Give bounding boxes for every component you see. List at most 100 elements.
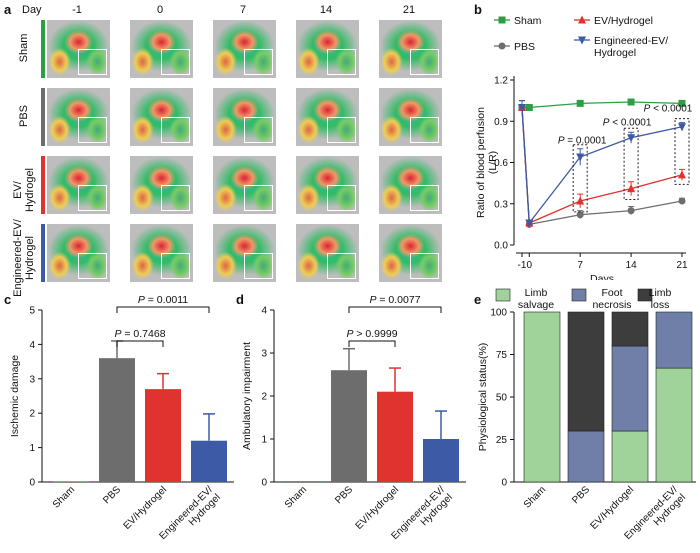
y-tick-label: 3 <box>261 349 267 360</box>
stacked-bar-segment <box>655 311 693 369</box>
y-axis-label: Ambulatory impairment <box>241 342 253 450</box>
group-color-bar <box>41 88 45 146</box>
x-category-label: Sham <box>51 484 77 510</box>
roi-box <box>161 185 190 211</box>
x-category-label: EV/Hydrogel <box>122 484 169 531</box>
roi-box <box>410 117 439 143</box>
laser-doppler-image <box>213 88 276 146</box>
laser-doppler-image <box>296 20 359 78</box>
roi-box <box>78 49 107 75</box>
ischemic-damage-bar-chart: 0 1 2 3 4 5 Ischemic damage Sham PBSEV/HydrogelE… <box>9 294 234 550</box>
roi-box <box>410 49 439 75</box>
y-tick-label: 0.9 <box>494 117 508 128</box>
bar <box>423 439 459 482</box>
stacked-bar-segment <box>611 430 649 483</box>
laser-doppler-image <box>213 156 276 214</box>
roi-box <box>244 117 273 143</box>
x-category-label: Engineered-EV/Hydrogel <box>389 484 455 550</box>
y-tick-label: 3 <box>29 374 35 385</box>
bar <box>377 391 413 482</box>
legend-label: Sham <box>514 15 542 27</box>
bar <box>145 389 181 482</box>
laser-doppler-image <box>379 20 442 78</box>
panel-c-label: c <box>4 292 12 307</box>
laser-doppler-image <box>47 20 110 78</box>
roi-box <box>327 253 356 279</box>
bar <box>191 440 227 482</box>
data-point <box>576 211 584 219</box>
comparison-box <box>572 144 588 213</box>
y-tick-label: 1 <box>261 435 267 446</box>
bar <box>331 370 367 482</box>
laser-doppler-image <box>379 156 442 214</box>
x-tick-label: -1 <box>518 260 527 271</box>
laser-doppler-image <box>296 156 359 214</box>
x-category-label: PBS <box>570 484 592 506</box>
roi-box <box>410 253 439 279</box>
x-category-label: Sham <box>522 484 548 510</box>
legend-label: PBS <box>514 41 535 53</box>
legend-swatch <box>637 288 653 302</box>
laser-doppler-image <box>47 224 110 282</box>
legend-swatch <box>571 288 587 302</box>
p-value-annotation: P < 0.0001 <box>644 104 693 115</box>
ambulatory-impairment-bar-chart: 0 1 2 3 4 Ambulatory impairment Sham PBSEV/Hydr… <box>241 294 466 550</box>
data-point <box>678 99 686 107</box>
roi-box <box>161 117 190 143</box>
bar <box>99 358 135 482</box>
significance-bracket <box>348 306 442 313</box>
x-category-label: Sham <box>283 484 309 510</box>
y-tick-label: 4 <box>261 306 267 317</box>
y-tick-label: 5 <box>29 306 35 317</box>
data-point <box>627 134 636 143</box>
roi-box <box>410 185 439 211</box>
stacked-bar-segment <box>611 311 649 347</box>
laser-doppler-image <box>296 224 359 282</box>
data-point <box>627 98 635 106</box>
y-tick-label: 0 <box>261 478 267 489</box>
y-tick-label: 0.6 <box>494 158 508 169</box>
laser-doppler-image <box>130 20 193 78</box>
data-point <box>678 197 686 205</box>
roi-box <box>244 49 273 75</box>
laser-doppler-image <box>379 88 442 146</box>
data-point <box>576 153 585 162</box>
data-point <box>678 170 686 179</box>
laser-doppler-image <box>296 88 359 146</box>
data-point <box>498 42 506 50</box>
roi-box <box>78 253 107 279</box>
laser-doppler-image <box>213 20 276 78</box>
stacked-bar-segment <box>567 311 605 432</box>
roi-box <box>327 49 356 75</box>
stacked-bar-segment <box>611 345 649 432</box>
p-value-annotation: P = 0.0001 <box>558 135 607 146</box>
y-tick-label: 1 <box>29 443 35 454</box>
y-tick-label: 0 <box>501 478 507 489</box>
y-tick-label: 2 <box>261 392 267 403</box>
y-tick-label: 2 <box>29 409 35 420</box>
significance-bracket <box>116 306 210 313</box>
p-value-annotation: P < 0.0001 <box>603 117 652 128</box>
legend-swatch <box>495 288 511 302</box>
stacked-bar-segment <box>523 311 561 483</box>
roi-box <box>161 253 190 279</box>
data-point <box>498 16 506 24</box>
legend-label: Limb loss <box>649 287 672 311</box>
panel-d-label: d <box>236 292 244 307</box>
data-point <box>525 219 534 228</box>
significance-bracket <box>116 340 164 347</box>
laser-doppler-image <box>47 156 110 214</box>
y-tick-label: 100 <box>490 308 507 319</box>
y-tick-label: 75 <box>496 350 508 361</box>
panel-a-label: a <box>4 2 12 17</box>
legend-label: EV/Hydrogel <box>594 15 653 27</box>
day-column-header: 14 <box>319 4 333 16</box>
stacked-bar-segment <box>567 430 605 483</box>
roi-box <box>78 117 107 143</box>
bar <box>285 481 321 482</box>
data-point <box>518 104 526 112</box>
legend-label: Limb salvage <box>518 287 554 311</box>
x-category-label: Engineered-EV/Hydrogel <box>157 484 223 550</box>
data-point <box>627 207 635 215</box>
y-axis-label: Ratio of blood perfusion(L/R) <box>475 107 499 218</box>
